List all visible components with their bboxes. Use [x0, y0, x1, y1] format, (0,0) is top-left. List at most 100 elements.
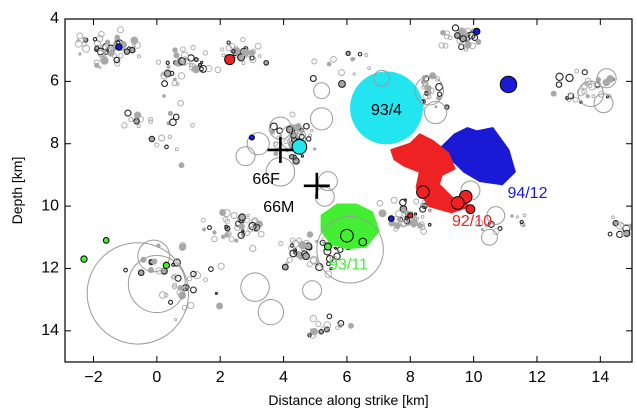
background-event-point	[463, 47, 469, 52]
filled-event	[416, 185, 430, 199]
background-event-point	[289, 249, 298, 258]
background-event-point	[132, 117, 138, 123]
background-event-point	[286, 256, 293, 264]
background-event-point	[136, 124, 141, 129]
background-event-point	[124, 109, 132, 117]
background-event-point	[522, 223, 526, 228]
background-event-point	[172, 258, 181, 267]
x-tick-label: 2	[216, 369, 225, 386]
background-event-point	[224, 232, 229, 238]
filled-event	[473, 27, 481, 36]
background-event-point	[212, 230, 217, 235]
background-event-point	[420, 215, 425, 219]
background-event-point	[106, 45, 110, 49]
background-event-point	[161, 72, 164, 76]
filled-event	[340, 228, 354, 243]
background-event-point	[555, 72, 564, 81]
open-circle-event	[481, 228, 498, 246]
background-event-point	[100, 44, 104, 49]
background-event-point	[137, 269, 145, 277]
open-circle-event	[313, 82, 330, 100]
background-event-point	[114, 34, 120, 40]
annotation-93-4: 93/4	[371, 102, 402, 119]
background-event-point	[471, 34, 479, 41]
filled-events-layer	[80, 27, 518, 270]
background-event-point	[159, 291, 167, 299]
background-event-point	[315, 321, 322, 327]
background-event-point	[300, 154, 305, 158]
background-event-point	[443, 33, 450, 40]
background-event-point	[186, 275, 193, 282]
open-circle-event	[596, 68, 617, 89]
background-event-point	[309, 255, 318, 264]
background-event-point	[306, 231, 314, 238]
background-event-point	[413, 212, 418, 216]
background-event-point	[224, 224, 229, 229]
background-event-point	[329, 255, 338, 263]
background-event-point	[420, 202, 424, 207]
open-circle-event	[257, 298, 285, 326]
background-event-point	[207, 225, 212, 231]
background-event-point	[421, 81, 428, 88]
background-event-point	[181, 304, 188, 311]
background-event-point	[238, 213, 246, 222]
background-event-point	[378, 209, 387, 218]
background-event-point	[244, 217, 251, 224]
background-events-layer	[74, 24, 632, 339]
background-event-point	[168, 299, 174, 305]
filled-event	[465, 204, 476, 215]
background-event-point	[411, 215, 418, 221]
background-event-point	[420, 228, 427, 235]
background-event-point	[173, 52, 180, 59]
background-event-point	[222, 216, 229, 223]
background-event-point	[99, 55, 108, 64]
background-event-point	[172, 113, 180, 121]
background-event-point	[309, 75, 317, 82]
background-event-point	[221, 53, 226, 58]
background-event-point	[607, 231, 613, 237]
background-event-point	[114, 60, 121, 67]
background-event-point	[376, 200, 384, 207]
background-event-point	[318, 328, 324, 335]
background-event-point	[240, 37, 246, 43]
background-event-point	[453, 32, 461, 39]
background-event-point	[190, 122, 195, 128]
background-event-point	[167, 110, 173, 116]
filled-event	[387, 215, 395, 222]
background-event-point	[211, 235, 218, 243]
background-event-point	[269, 122, 278, 131]
background-event-point	[229, 43, 236, 49]
background-event-point	[241, 229, 245, 233]
background-event-point	[288, 154, 295, 160]
background-event-point	[104, 39, 111, 46]
background-event-point	[289, 237, 296, 244]
background-event-point	[395, 210, 403, 218]
background-event-point	[228, 236, 235, 243]
slip-patch-93-4	[350, 71, 423, 145]
background-event-point	[345, 50, 351, 57]
hypocenter-66F	[267, 136, 294, 163]
background-event-point	[567, 92, 574, 99]
background-event-point	[118, 53, 124, 59]
background-event-point	[200, 60, 204, 65]
background-event-point	[619, 222, 625, 228]
background-event-point	[607, 93, 612, 99]
background-event-point	[175, 82, 180, 86]
open-circle-event	[424, 100, 448, 125]
slip-patch-94-12	[440, 127, 516, 186]
background-event-point	[190, 270, 197, 278]
background-event-point	[308, 330, 317, 339]
background-event-point	[438, 42, 445, 49]
filled-event	[450, 196, 465, 210]
open-circle-event	[593, 93, 614, 114]
background-event-point	[113, 42, 117, 46]
background-event-point	[208, 266, 214, 272]
y-tick-label: 4	[50, 10, 59, 27]
x-tick-label: −2	[84, 369, 102, 386]
background-event-point	[435, 83, 444, 91]
filled-event	[499, 75, 518, 94]
filled-event	[358, 237, 368, 247]
background-event-point	[475, 219, 484, 228]
background-event-point	[148, 119, 153, 125]
background-event-point	[305, 136, 312, 142]
